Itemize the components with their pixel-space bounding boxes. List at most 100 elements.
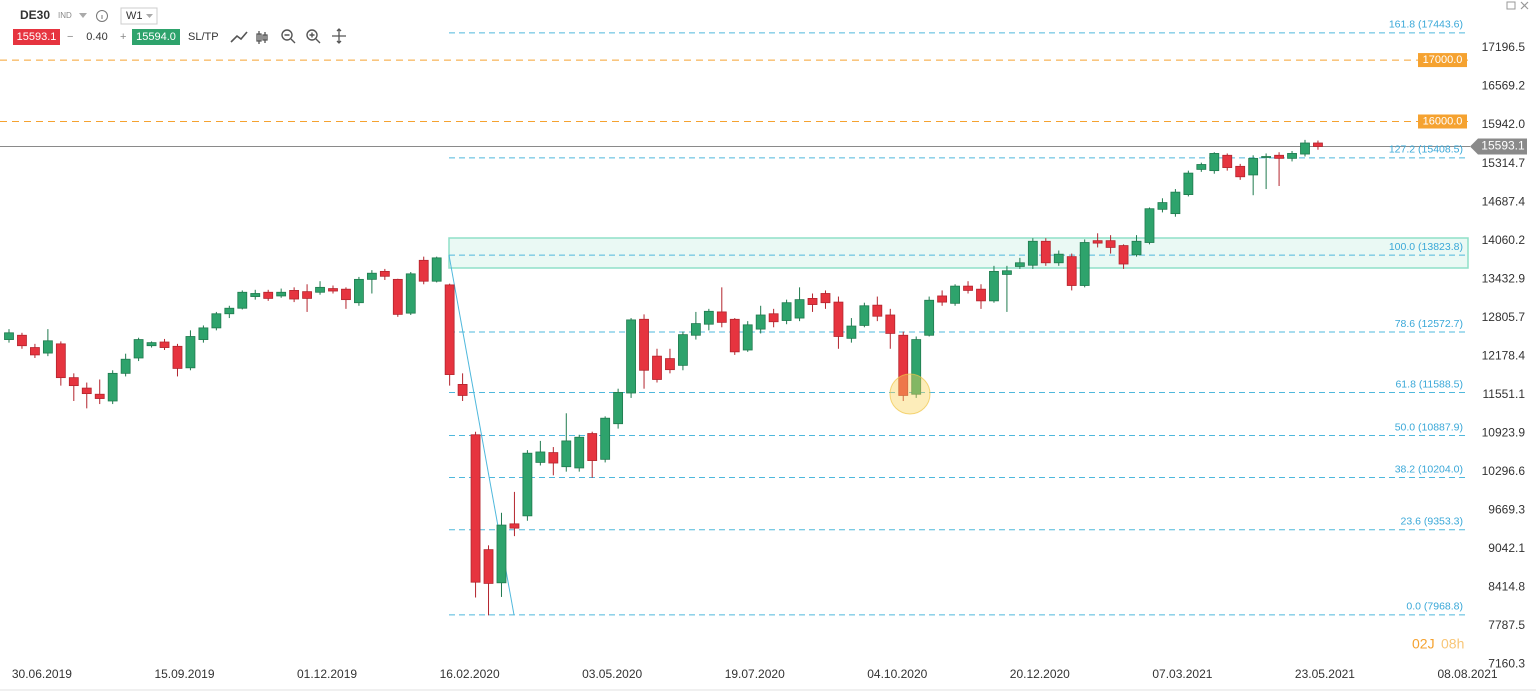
candle-body bbox=[4, 332, 14, 340]
candle-body bbox=[716, 311, 727, 323]
candle-body bbox=[470, 434, 481, 583]
fib-level-label: 23.6 (9353.3) bbox=[1401, 516, 1463, 528]
symbol[interactable]: DE30 bbox=[20, 8, 50, 22]
candle-body bbox=[1105, 240, 1116, 248]
candle-type-icon[interactable] bbox=[256, 31, 268, 44]
candle-body bbox=[146, 342, 157, 347]
highlight-circle bbox=[889, 373, 931, 415]
candle-body bbox=[1118, 245, 1129, 265]
candle-body bbox=[1053, 253, 1064, 264]
fib-level-label: 61.8 (11588.5) bbox=[1395, 378, 1463, 390]
candle-body bbox=[198, 327, 209, 340]
pan-icon[interactable] bbox=[332, 28, 346, 44]
y-tick-label: 15942.0 bbox=[1482, 117, 1526, 131]
candle-body bbox=[289, 290, 300, 300]
alert-tag bbox=[1418, 114, 1467, 129]
y-tick-label: 14687.4 bbox=[1482, 194, 1526, 208]
bid: 15593.1 bbox=[17, 31, 57, 43]
candle-body bbox=[963, 285, 973, 291]
buy-button[interactable] bbox=[132, 29, 180, 45]
x-tick-label: 04.10.2020 bbox=[867, 667, 927, 681]
candle-body bbox=[444, 284, 455, 375]
candle-body bbox=[768, 313, 779, 323]
line-tool-icon[interactable] bbox=[230, 31, 248, 43]
candle-body bbox=[989, 270, 999, 302]
market: IND bbox=[58, 11, 72, 20]
fib-level-label: 161.8 (17443.6) bbox=[1389, 19, 1463, 31]
candle-body bbox=[379, 270, 390, 277]
candle-body bbox=[781, 302, 792, 321]
candle-body bbox=[431, 257, 442, 282]
labels: 17196.5 16569.2 15942.0 15314.7 14687.4 14060… bbox=[12, 19, 1527, 681]
candle-body bbox=[483, 549, 494, 584]
candle-body bbox=[172, 345, 183, 369]
candle-body bbox=[522, 452, 533, 517]
x-tick-label: 19.07.2020 bbox=[725, 667, 785, 681]
candle-body bbox=[1170, 191, 1181, 215]
symbol-dropdown[interactable] bbox=[79, 13, 87, 18]
y-tick-label: 10296.6 bbox=[1482, 464, 1526, 478]
window-icon[interactable] bbox=[1506, 1, 1516, 10]
candle-body bbox=[885, 314, 896, 334]
zoom-in-icon[interactable] bbox=[306, 29, 318, 41]
candle-body bbox=[703, 310, 714, 325]
candle-body bbox=[276, 291, 287, 297]
candle-body bbox=[1066, 256, 1077, 286]
y-tick-label: 16569.2 bbox=[1482, 79, 1526, 93]
candle-body bbox=[1002, 270, 1012, 275]
candle-body bbox=[159, 341, 170, 348]
candle-body bbox=[626, 319, 636, 394]
candle-body bbox=[237, 291, 248, 309]
candle-body bbox=[1196, 164, 1207, 170]
candle-body bbox=[328, 288, 338, 292]
timeframe-box[interactable] bbox=[120, 7, 158, 25]
sell-button[interactable] bbox=[13, 29, 60, 45]
candle-body bbox=[366, 272, 377, 280]
last-price-label: 15593.1 bbox=[1481, 139, 1525, 153]
candle-body bbox=[354, 278, 364, 304]
candle-body bbox=[1144, 208, 1155, 243]
candle-body bbox=[652, 355, 662, 380]
candle-body bbox=[250, 293, 261, 297]
close-icon[interactable] bbox=[1520, 1, 1529, 10]
candle-body bbox=[859, 305, 870, 326]
candle-body bbox=[807, 298, 818, 305]
alert-label: 17000.0 bbox=[1423, 54, 1463, 66]
timeframe: W1 bbox=[126, 10, 143, 22]
candle-body bbox=[1274, 154, 1284, 159]
candle-body bbox=[1157, 202, 1168, 210]
candle-body bbox=[1079, 242, 1090, 286]
minus[interactable]: − bbox=[67, 31, 73, 43]
candle-body bbox=[548, 452, 559, 464]
candle-body bbox=[1261, 156, 1272, 158]
candle-body bbox=[665, 358, 675, 371]
candle-body bbox=[55, 343, 66, 379]
timeframe-dropdown bbox=[146, 14, 153, 18]
candle-body bbox=[1131, 240, 1142, 256]
info-icon[interactable] bbox=[96, 10, 108, 22]
fib-level-label: 127.2 (15408.5) bbox=[1389, 144, 1463, 156]
countdown-hours: 08h bbox=[1441, 636, 1464, 652]
candle-body bbox=[833, 301, 844, 337]
candle-body bbox=[937, 295, 948, 303]
y-tick-label: 14060.2 bbox=[1482, 233, 1526, 247]
candle-body bbox=[496, 524, 507, 584]
candle-body bbox=[1235, 165, 1246, 178]
plus[interactable]: + bbox=[120, 31, 126, 43]
sltp[interactable]: SL/TP bbox=[188, 31, 219, 43]
candle-body bbox=[613, 391, 624, 425]
zoom-out-icon[interactable] bbox=[281, 29, 293, 41]
candle-body bbox=[690, 323, 701, 336]
candle-body bbox=[755, 314, 766, 330]
candle-body bbox=[924, 299, 935, 336]
y-tick-label: 17196.5 bbox=[1482, 40, 1526, 54]
candle-body bbox=[587, 433, 598, 461]
candle-body bbox=[1313, 142, 1323, 147]
candle-body bbox=[1040, 240, 1051, 264]
candle-body bbox=[561, 440, 572, 468]
y-tick-label: 11551.1 bbox=[1483, 387, 1526, 401]
candle-body bbox=[81, 387, 92, 395]
x-tick-label: 16.02.2020 bbox=[440, 667, 500, 681]
x-tick-label: 07.03.2021 bbox=[1152, 667, 1212, 681]
